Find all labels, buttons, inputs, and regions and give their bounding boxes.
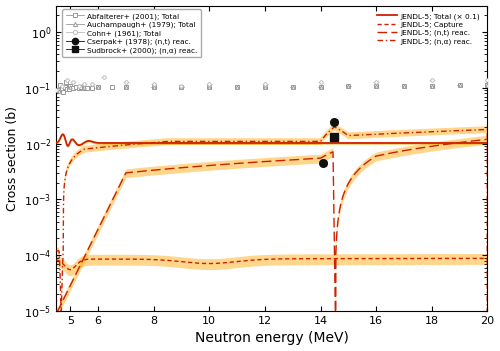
X-axis label: Neutron energy (MeV): Neutron energy (MeV) (195, 331, 349, 345)
Y-axis label: Cross section (b): Cross section (b) (6, 106, 18, 211)
Legend: JENDL-5; Total (× 0.1), JENDL-5; Capture, JENDL-5; (n,t) reac., JENDL-5; (n,α) r: JENDL-5; Total (× 0.1), JENDL-5; Capture… (373, 9, 484, 48)
